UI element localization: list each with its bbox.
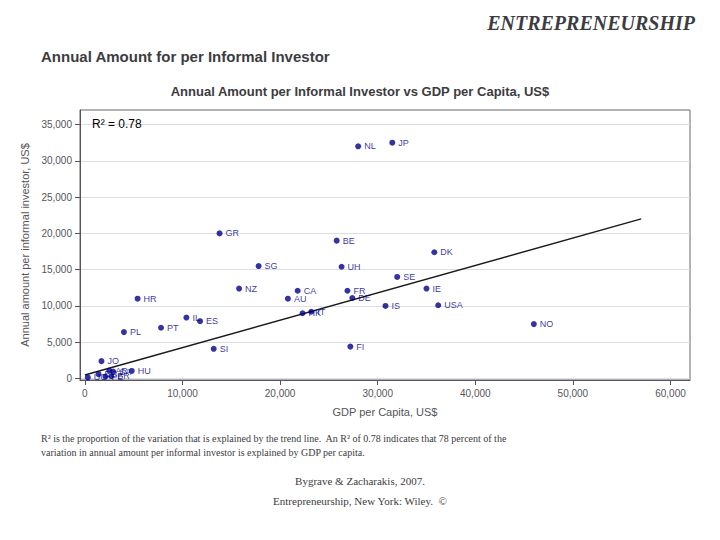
svg-text:UH: UH bbox=[348, 262, 361, 272]
svg-text:JO: JO bbox=[107, 356, 119, 366]
svg-text:NZ: NZ bbox=[245, 284, 257, 294]
svg-text:DE: DE bbox=[358, 293, 371, 303]
svg-text:20,000: 20,000 bbox=[41, 228, 72, 239]
svg-text:IE: IE bbox=[432, 284, 441, 294]
svg-text:CA: CA bbox=[304, 286, 317, 296]
svg-text:HR: HR bbox=[144, 294, 157, 304]
svg-text:Entrepreneurship, New York: Wi: Entrepreneurship, New York: Wiley. © bbox=[273, 495, 447, 507]
svg-text:PL: PL bbox=[130, 327, 141, 337]
svg-text:0: 0 bbox=[66, 373, 72, 384]
svg-text:40,000: 40,000 bbox=[460, 388, 491, 399]
svg-text:GR: GR bbox=[226, 228, 240, 238]
svg-text:ENTREPRENEURSHIP: ENTREPRENEURSHIP bbox=[486, 12, 696, 34]
svg-text:30,000: 30,000 bbox=[362, 388, 393, 399]
svg-text:60,000: 60,000 bbox=[655, 388, 686, 399]
svg-text:15,000: 15,000 bbox=[41, 264, 72, 275]
svg-text:HU: HU bbox=[138, 366, 151, 376]
svg-text:DK: DK bbox=[440, 247, 453, 257]
svg-text:IT: IT bbox=[317, 307, 326, 317]
svg-text:Annual amount per informal inv: Annual amount per informal investor, US$ bbox=[19, 143, 31, 347]
svg-text:50,000: 50,000 bbox=[558, 388, 589, 399]
svg-text:0: 0 bbox=[82, 388, 88, 399]
svg-text:10,000: 10,000 bbox=[167, 388, 198, 399]
svg-text:ES: ES bbox=[206, 316, 218, 326]
svg-text:20,000: 20,000 bbox=[265, 388, 296, 399]
svg-text:Annual Amount per Informal Inv: Annual Amount per Informal Investor vs G… bbox=[171, 84, 550, 99]
svg-text:R² = 0.78: R² = 0.78 bbox=[92, 117, 142, 131]
svg-text:SE: SE bbox=[403, 272, 415, 282]
svg-text:SG: SG bbox=[265, 261, 278, 271]
svg-text:IS: IS bbox=[391, 301, 400, 311]
svg-text:FI: FI bbox=[356, 342, 364, 352]
svg-text:25,000: 25,000 bbox=[41, 192, 72, 203]
svg-text:NO: NO bbox=[540, 319, 554, 329]
svg-text:JP: JP bbox=[398, 138, 409, 148]
svg-text:NL: NL bbox=[364, 141, 376, 151]
svg-text:35,000: 35,000 bbox=[41, 119, 72, 130]
svg-text:GDP per Capita, US$: GDP per Capita, US$ bbox=[333, 406, 438, 418]
svg-text:IL: IL bbox=[192, 313, 200, 323]
svg-text:5,000: 5,000 bbox=[47, 337, 72, 348]
svg-text:PT: PT bbox=[167, 323, 179, 333]
svg-text:variation in annual amount per: variation in annual amount per informal … bbox=[41, 447, 365, 458]
svg-text:Bygrave & Zacharakis, 2007.: Bygrave & Zacharakis, 2007. bbox=[295, 475, 425, 487]
svg-text:BE: BE bbox=[343, 236, 355, 246]
svg-text:SI: SI bbox=[220, 344, 229, 354]
svg-text:10,000: 10,000 bbox=[41, 300, 72, 311]
svg-text:R² is the proportion of the va: R² is the proportion of the variation th… bbox=[41, 433, 507, 444]
svg-text:SA: SA bbox=[119, 367, 131, 377]
svg-text:30,000: 30,000 bbox=[41, 155, 72, 166]
svg-text:Annual Amount for per Informal: Annual Amount for per Informal Investor bbox=[41, 48, 330, 65]
svg-text:USA: USA bbox=[444, 300, 463, 310]
